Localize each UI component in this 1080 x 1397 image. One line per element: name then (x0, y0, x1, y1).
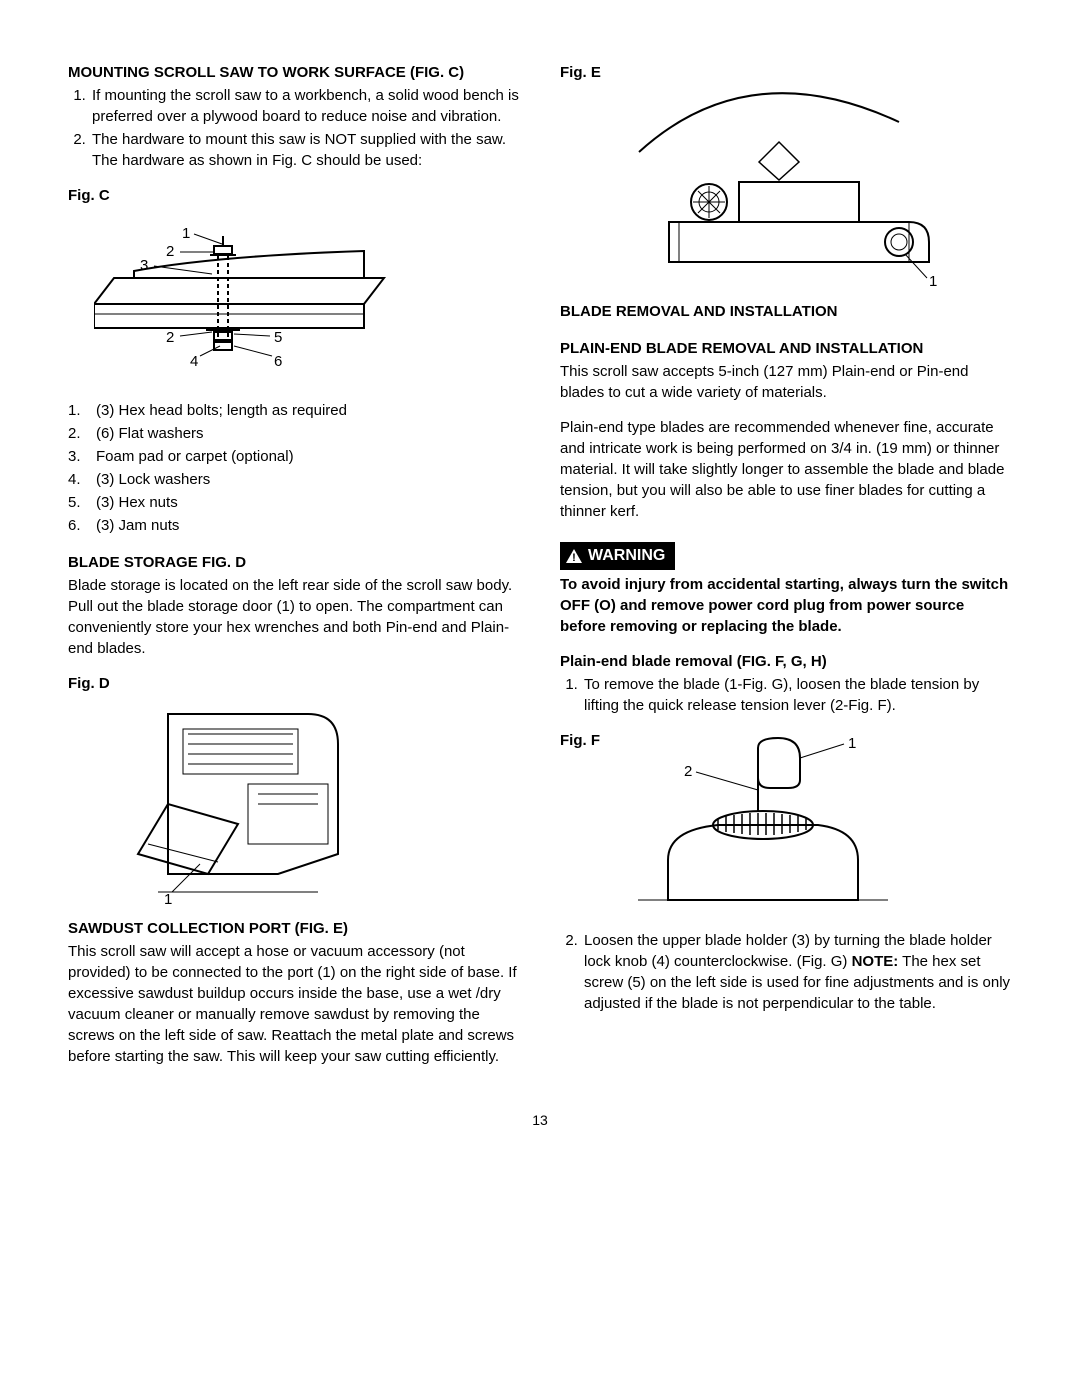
mounting-steps: If mounting the scroll saw to a workbenc… (68, 85, 520, 171)
plain-end-heading: PLAIN-END BLADE REMOVAL AND INSTALLATION (560, 338, 1012, 359)
list-item: If mounting the scroll saw to a workbenc… (90, 85, 520, 127)
svg-text:2: 2 (166, 243, 174, 260)
svg-text:1: 1 (929, 273, 937, 287)
removal-steps-2: Loosen the upper blade holder (3) by tur… (560, 930, 1012, 1014)
warning-label-text: WARNING (588, 545, 665, 567)
fig-f-label: Fig. F (560, 730, 600, 751)
list-item: 5.(3) Hex nuts (68, 492, 520, 513)
fig-e-label: Fig. E (560, 62, 601, 83)
fig-c-parts-list: 1.(3) Hex head bolts; length as required… (68, 400, 520, 536)
blade-storage-heading: BLADE STORAGE FIG. D (68, 552, 520, 573)
list-item: To remove the blade (1-Fig. G), loosen t… (582, 674, 1012, 716)
list-item: Loosen the upper blade holder (3) by tur… (582, 930, 1012, 1014)
step2-note-label: NOTE: (852, 953, 899, 970)
list-item: 4.(3) Lock washers (68, 469, 520, 490)
sawdust-heading: SAWDUST COLLECTION PORT (FIG. E) (68, 918, 520, 939)
plain-end-p2: Plain-end type blades are recommended wh… (560, 417, 1012, 522)
blade-storage-body: Blade storage is located on the left rea… (68, 575, 520, 659)
removal-heading: Plain-end blade removal (FIG. F, G, H) (560, 651, 1012, 672)
svg-text:3: 3 (140, 257, 148, 274)
list-item: 2.(6) Flat washers (68, 423, 520, 444)
list-item: The hardware to mount this saw is NOT su… (90, 129, 520, 171)
fig-c-label: Fig. C (68, 185, 520, 206)
fig-d: 1 (108, 704, 368, 904)
page-number: 13 (68, 1111, 1012, 1131)
removal-steps-1: To remove the blade (1-Fig. G), loosen t… (560, 674, 1012, 716)
plain-end-p1: This scroll saw accepts 5-inch (127 mm) … (560, 361, 1012, 403)
warning-icon: ! (566, 549, 582, 563)
svg-text:1: 1 (182, 225, 190, 242)
fig-e-wrap: Fig. E (560, 62, 1012, 301)
page-columns: MOUNTING SCROLL SAW TO WORK SURFACE (FIG… (68, 62, 1012, 1081)
list-item: 6.(3) Jam nuts (68, 515, 520, 536)
svg-text:!: ! (572, 552, 576, 563)
fig-e: 1 (609, 72, 1012, 287)
list-item: 3.Foam pad or carpet (optional) (68, 446, 520, 467)
svg-text:5: 5 (274, 329, 282, 346)
svg-text:1: 1 (848, 735, 856, 752)
blade-removal-heading: BLADE REMOVAL AND INSTALLATION (560, 301, 1012, 322)
svg-text:2: 2 (684, 763, 692, 780)
warning-badge: ! WARNING (560, 542, 675, 570)
right-column: Fig. E (560, 62, 1012, 1081)
warning-body: To avoid injury from accidental starting… (560, 574, 1012, 637)
fig-d-label: Fig. D (68, 673, 520, 694)
fig-f-wrap: Fig. F (560, 730, 1012, 910)
sawdust-body: This scroll saw will accept a hose or va… (68, 941, 520, 1067)
svg-text:2: 2 (166, 329, 174, 346)
fig-c: 1 2 3 2 4 5 6 (94, 216, 394, 386)
mounting-heading: MOUNTING SCROLL SAW TO WORK SURFACE (FIG… (68, 62, 520, 83)
fig-f: 1 2 (608, 730, 1012, 910)
left-column: MOUNTING SCROLL SAW TO WORK SURFACE (FIG… (68, 62, 520, 1081)
list-item: 1.(3) Hex head bolts; length as required (68, 400, 520, 421)
svg-text:1: 1 (164, 891, 172, 904)
svg-text:6: 6 (274, 353, 282, 370)
svg-text:4: 4 (190, 353, 198, 370)
